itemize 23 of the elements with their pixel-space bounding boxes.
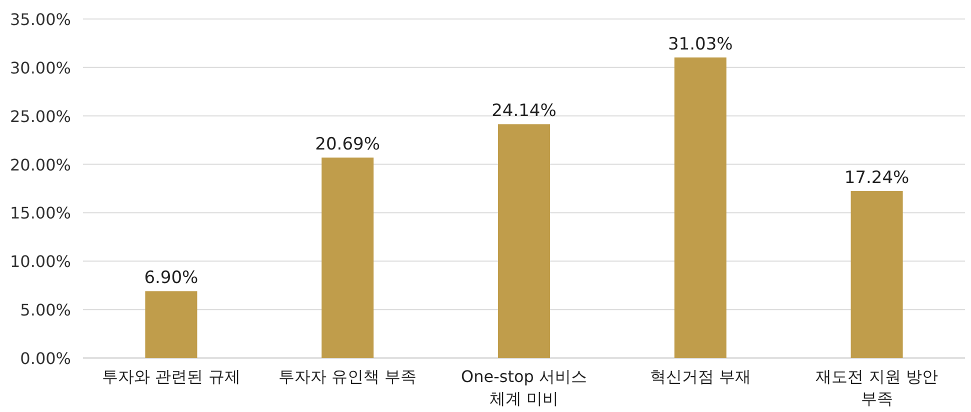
- y-tick-label: 25.00%: [10, 106, 71, 126]
- y-tick-label: 10.00%: [10, 252, 71, 272]
- bar: [674, 57, 726, 358]
- x-tick-label: 혁신거점 부재: [648, 366, 752, 388]
- y-tick-label: 35.00%: [10, 10, 71, 29]
- x-tick-label: 투자자 유인책 부족: [278, 366, 418, 388]
- x-tick-label: 재도전 지원 방안 부족: [814, 366, 939, 410]
- x-tick-label: 투자와 관련된 규제: [101, 366, 242, 388]
- bar: [498, 124, 550, 358]
- y-tick-label: 20.00%: [10, 155, 71, 174]
- bar: [145, 291, 198, 358]
- data-label: 20.69%: [315, 134, 380, 155]
- data-label: 31.03%: [668, 34, 733, 54]
- bar: [322, 158, 374, 358]
- data-label: 6.90%: [144, 268, 198, 288]
- bar: [850, 191, 903, 358]
- x-tick-label: One-stop 서비스 체계 미비: [460, 366, 588, 410]
- y-tick-label: 30.00%: [10, 58, 71, 78]
- y-tick-label: 5.00%: [20, 300, 71, 320]
- data-label: 24.14%: [492, 101, 556, 122]
- data-label: 17.24%: [844, 168, 910, 188]
- y-tick-label: 15.00%: [10, 204, 71, 223]
- y-tick-label: 0.00%: [20, 349, 71, 368]
